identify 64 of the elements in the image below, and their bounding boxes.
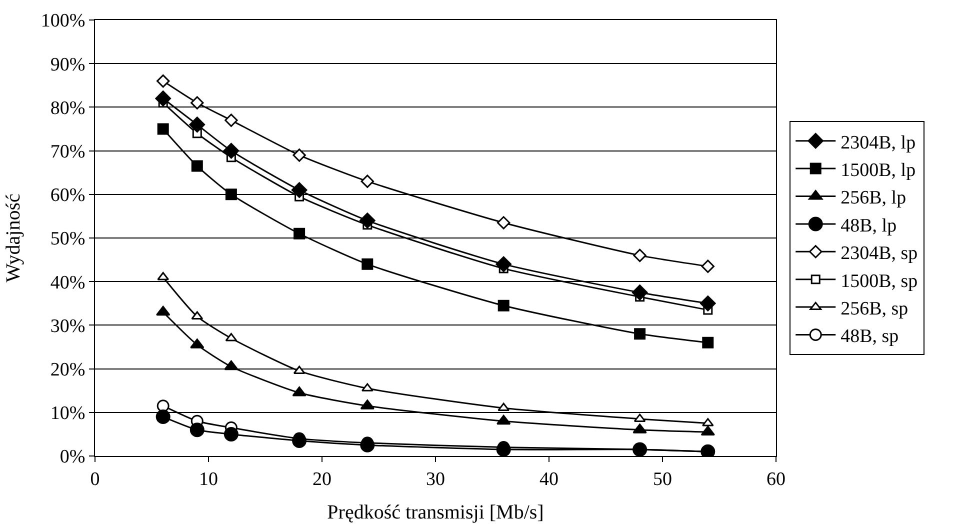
point xyxy=(700,426,715,436)
point xyxy=(225,188,237,200)
y-tick-label: 50% xyxy=(50,228,86,250)
point xyxy=(157,272,170,280)
point xyxy=(633,248,646,262)
point xyxy=(360,438,375,452)
y-tick-label: 90% xyxy=(50,54,86,76)
legend-label: 48B, sp xyxy=(840,326,899,348)
point xyxy=(496,256,512,272)
point xyxy=(224,360,238,370)
point xyxy=(702,336,714,348)
point xyxy=(157,123,169,135)
x-tick-label: 30 xyxy=(426,468,445,490)
x-tick-label: 20 xyxy=(312,468,332,490)
y-tick-label: 70% xyxy=(50,141,86,162)
point xyxy=(190,96,204,110)
y-tick-label: 30% xyxy=(50,316,86,337)
point xyxy=(497,216,510,230)
legend-label: 2304B, sp xyxy=(840,243,918,264)
x-tick-label: 50 xyxy=(653,468,672,490)
point xyxy=(156,74,170,88)
point xyxy=(362,258,374,270)
point xyxy=(632,284,648,300)
point xyxy=(191,160,203,172)
point xyxy=(223,142,240,159)
point xyxy=(292,433,307,448)
point xyxy=(190,422,204,438)
point xyxy=(634,328,646,340)
y-tick-label: 100% xyxy=(40,10,86,32)
point xyxy=(155,90,171,106)
point xyxy=(156,410,170,424)
point xyxy=(292,148,306,162)
point xyxy=(700,296,716,312)
point xyxy=(189,116,206,133)
legend-label: 256B, sp xyxy=(840,298,908,320)
legend-label: 256B, lp xyxy=(840,188,906,209)
point xyxy=(156,400,170,412)
point xyxy=(224,114,238,127)
legend-label: 2304B, lp xyxy=(840,132,916,154)
legend-label: 1500B, lp xyxy=(840,160,916,181)
point xyxy=(498,300,510,312)
point xyxy=(360,174,374,188)
y-tick-label: 0% xyxy=(60,446,86,468)
legend-label: 1500B, sp xyxy=(840,270,918,292)
point xyxy=(498,402,510,412)
point xyxy=(360,212,376,228)
x-axis-title: Prędkość transmisji [Mb/s] xyxy=(327,501,544,524)
x-tick-label: 10 xyxy=(199,468,218,490)
point xyxy=(294,228,306,240)
x-tick-label: 60 xyxy=(766,468,786,490)
legend-label: 48B, lp xyxy=(840,215,897,236)
point xyxy=(291,182,308,198)
y-tick-label: 80% xyxy=(50,98,86,119)
y-tick-label: 10% xyxy=(50,403,86,424)
x-tick-label: 40 xyxy=(540,468,558,490)
point xyxy=(224,426,238,442)
point xyxy=(496,414,511,425)
y-tick-label: 60% xyxy=(50,185,86,206)
y-axis-title: Wydajność xyxy=(2,194,24,282)
y-tick-label: 40% xyxy=(50,272,86,294)
point xyxy=(701,260,714,273)
y-tick-label: 20% xyxy=(50,359,86,380)
point xyxy=(156,306,170,316)
x-tick-label: 0 xyxy=(90,468,100,490)
